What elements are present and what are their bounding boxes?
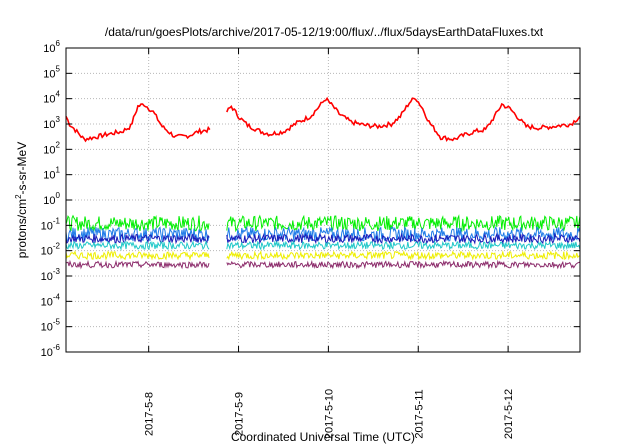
y-tick-label: 100: [43, 191, 60, 207]
x-axis-label: Coordinated Universal Time (UTC): [231, 430, 415, 444]
y-tick-label: 10-1: [41, 216, 61, 232]
x-tick-label: 2017-5-11: [413, 389, 425, 438]
y-tick-label: 101: [43, 166, 60, 182]
grid-lines: [66, 48, 580, 352]
x-tick-label: 2017-5-9: [234, 392, 246, 436]
x-tick-label: 2017-5-8: [144, 392, 156, 436]
series-line-2: [226, 214, 581, 233]
series-line-5: [65, 239, 210, 252]
series-line-5: [226, 239, 581, 251]
x-tick-label: 2017-5-10: [323, 389, 335, 439]
y-tick-label: 104: [43, 90, 60, 106]
series-line-7: [226, 259, 580, 270]
series-line-3: [226, 225, 581, 243]
series-line-7: [65, 259, 210, 270]
y-tick-label: 106: [43, 39, 60, 55]
series-line-2: [65, 214, 210, 233]
y-tick-label: 10-5: [41, 318, 61, 334]
x-tick-label: 2017-5-12: [503, 389, 515, 439]
y-axis-label: protons/cm2-s-sr-MeV: [14, 142, 29, 258]
y-tick-label: 10-3: [41, 267, 61, 283]
series-line-4: [65, 232, 210, 245]
series-line-red: [226, 96, 581, 142]
y-tick-label: 10-2: [41, 242, 61, 258]
chart-title: /data/run/goesPlots/archive/2017-05-12/1…: [105, 25, 544, 39]
series-line-6: [65, 250, 210, 262]
series-line-red: [65, 103, 211, 143]
y-tick-label: 102: [43, 140, 60, 156]
series-group: [65, 96, 581, 270]
y-tick-label: 10-4: [41, 292, 61, 308]
series-line-6: [226, 250, 580, 261]
y-tick-label: 105: [43, 64, 60, 80]
plot-frame: [65, 47, 581, 353]
y-tick-label: 10-6: [41, 343, 61, 359]
y-tick-label: 103: [43, 115, 60, 131]
series-line-4: [226, 232, 581, 245]
